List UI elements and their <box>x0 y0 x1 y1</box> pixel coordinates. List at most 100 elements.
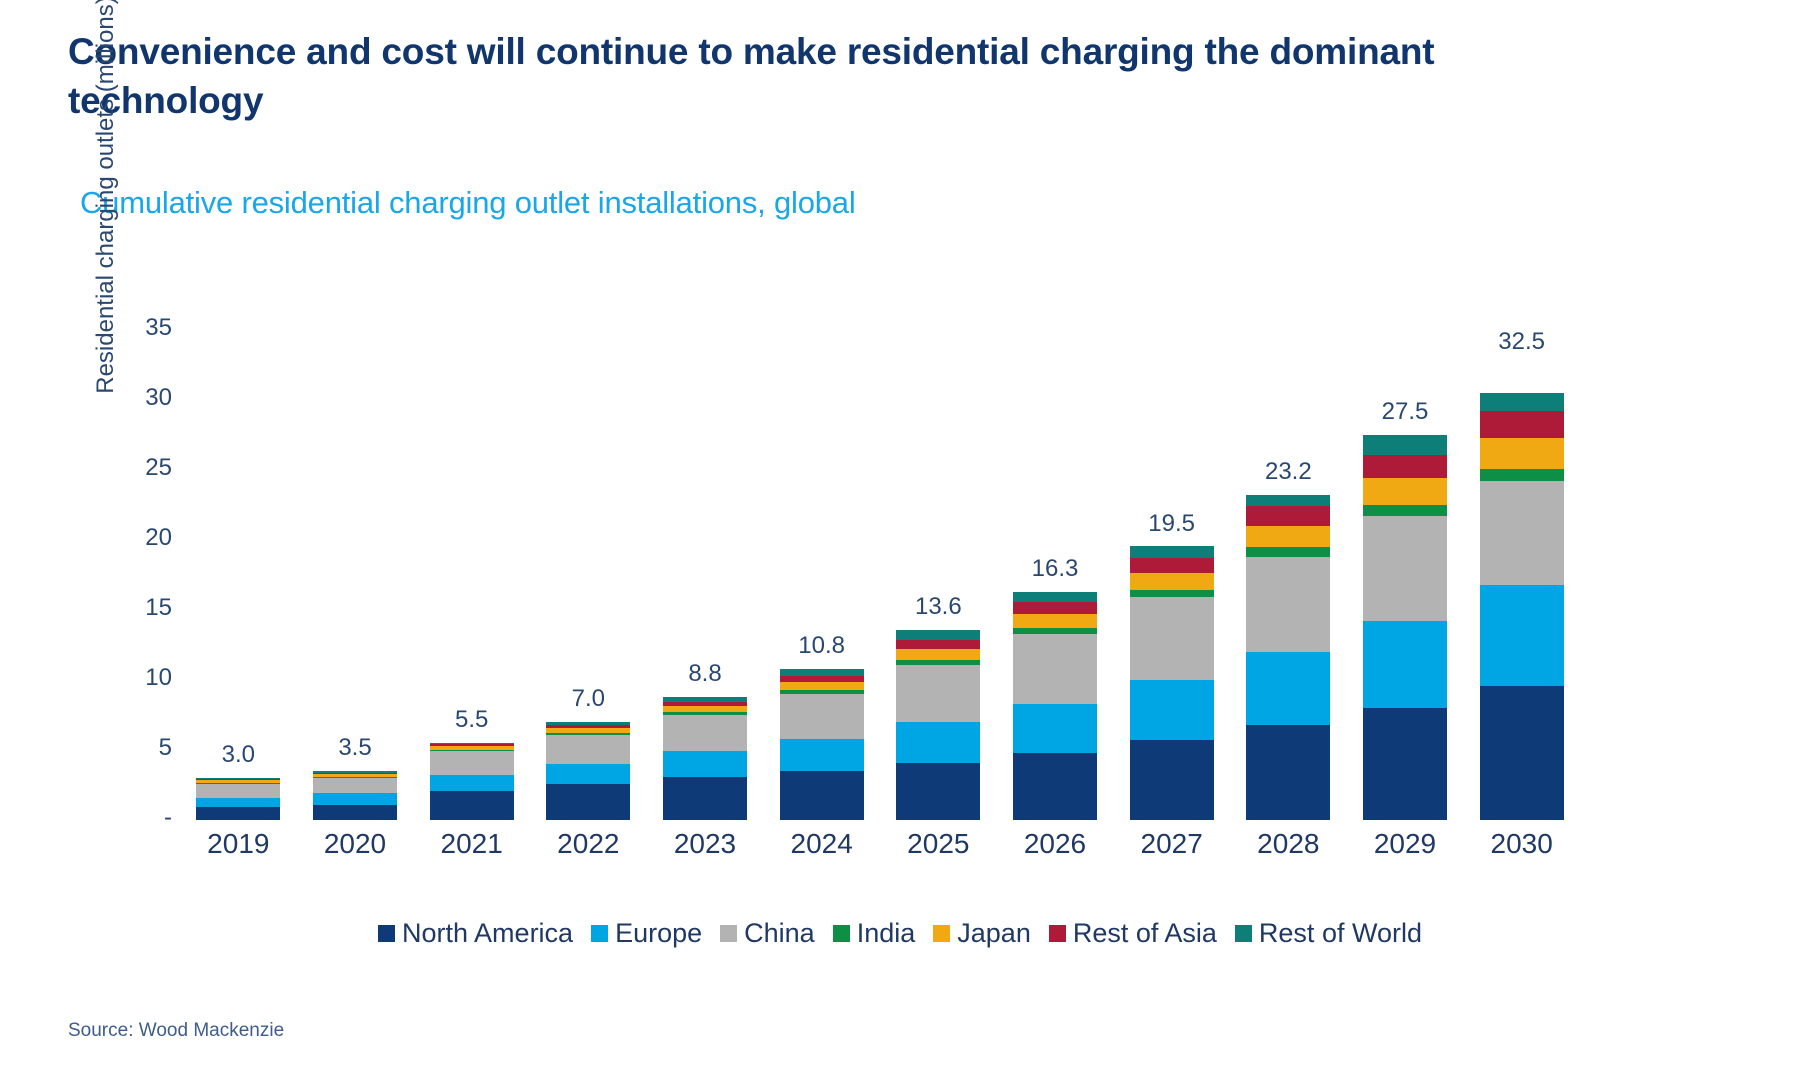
bar-segment <box>1363 516 1447 622</box>
legend-item-india[interactable]: India <box>832 918 915 949</box>
bar-segment <box>896 722 981 763</box>
legend-item-rest-of-world[interactable]: Rest of World <box>1234 918 1422 949</box>
bar-total-label: 19.5 <box>1148 510 1196 537</box>
bar-segment <box>1363 621 1447 708</box>
bar-segment <box>1363 478 1447 506</box>
bar-total-label: 8.8 <box>688 659 722 687</box>
legend-item-europe[interactable]: Europe <box>591 918 702 949</box>
legend-swatch-icon <box>1048 925 1066 942</box>
legend-label: China <box>744 918 815 948</box>
bar-segment <box>896 629 981 640</box>
legend-label: North America <box>402 918 574 948</box>
bar-segment <box>429 750 514 752</box>
y-axis-tick-label: 35 <box>145 314 172 341</box>
bar-column-2030[interactable] <box>1479 393 1564 820</box>
bar-segment <box>1013 752 1097 820</box>
bar-column-2025[interactable] <box>896 629 981 820</box>
bar-segment <box>546 727 631 733</box>
y-axis-tick-label: 15 <box>145 594 172 621</box>
legend-swatch-icon <box>933 925 951 942</box>
bar-total-label: 23.2 <box>1264 458 1312 486</box>
legend-label: Europe <box>615 918 703 948</box>
y-axis-tick-label: 20 <box>145 524 172 551</box>
bar-total-label: 27.5 <box>1381 398 1429 425</box>
bar-segment <box>1479 584 1564 686</box>
legend-swatch-icon <box>378 925 396 942</box>
bar-segment <box>663 705 747 713</box>
x-axis-tick-label: 2021 <box>440 828 503 859</box>
bar-segment <box>1246 525 1331 548</box>
bar-column-2023[interactable] <box>663 696 747 820</box>
x-axis-tick-label: 2022 <box>557 828 620 859</box>
bar-segment <box>313 772 397 775</box>
bar-column-2029[interactable] <box>1363 435 1447 820</box>
bar-segment <box>1363 708 1447 820</box>
bar-segment <box>313 777 397 779</box>
x-axis-tick-label: 2028 <box>1257 828 1320 859</box>
bar-segment <box>546 764 631 784</box>
y-axis-tick-label: - <box>164 804 172 831</box>
bar-segment <box>196 778 281 780</box>
bar-segment <box>1013 627 1097 634</box>
bar-total-label: 16.3 <box>1031 554 1079 582</box>
legend-item-china[interactable]: China <box>720 918 815 949</box>
bar-segment <box>429 751 514 776</box>
legend-label: Japan <box>957 918 1031 948</box>
bar-segment <box>1013 614 1097 628</box>
bar-total-label: 3.5 <box>338 734 372 761</box>
legend-item-north-america[interactable]: North America <box>378 918 573 949</box>
bar-segment <box>896 659 981 665</box>
bar-segment <box>1129 597 1214 681</box>
bar-segment <box>896 640 981 650</box>
bar-column-2020[interactable] <box>313 771 397 820</box>
legend-item-japan[interactable]: Japan <box>933 918 1031 949</box>
bar-total-label: 32.5 <box>1498 328 1546 355</box>
x-axis-tick-label: 2029 <box>1373 828 1437 859</box>
bar-segment <box>196 783 281 798</box>
legend-swatch-icon <box>1234 925 1252 942</box>
bar-column-2027[interactable] <box>1129 545 1214 820</box>
bar-column-2021[interactable] <box>429 743 514 820</box>
bar-segment <box>313 793 397 805</box>
source-note: Source: Wood Mackenzie <box>68 1020 285 1041</box>
bar-segment <box>1013 602 1097 615</box>
bar-column-2026[interactable] <box>1013 591 1097 820</box>
x-axis-tick-label: 2020 <box>323 828 387 859</box>
bar-segment <box>779 690 864 695</box>
bar-segment <box>1246 495 1331 507</box>
bar-segment <box>1363 455 1447 479</box>
bar-segment <box>313 771 397 773</box>
bar-total-label: 13.6 <box>914 592 962 620</box>
bar-segment <box>663 715 747 752</box>
legend-item-rest-of-asia[interactable]: Rest of Asia <box>1048 918 1217 949</box>
bar-segment <box>1013 633 1097 704</box>
bar-segment <box>1363 435 1447 456</box>
bar-segment <box>313 774 397 778</box>
bar-column-2024[interactable] <box>779 668 864 820</box>
bar-segment <box>429 775 514 791</box>
bar-segment <box>1246 652 1331 725</box>
bar-segment <box>546 722 631 726</box>
bar-segment <box>1129 545 1214 558</box>
bar-segment <box>896 762 981 820</box>
bar-column-2022[interactable] <box>546 722 631 820</box>
bar-segment <box>663 701 747 706</box>
bar-column-2028[interactable] <box>1246 495 1331 820</box>
bar-total-label: 10.8 <box>798 631 846 659</box>
legend-swatch-icon <box>832 925 850 942</box>
bar-segment <box>429 743 514 745</box>
bar-segment <box>196 807 281 820</box>
bar-segment <box>1129 589 1214 598</box>
bar-segment <box>779 675 864 682</box>
bar-segment <box>1129 740 1214 820</box>
bar-total-label: 5.5 <box>454 706 489 733</box>
bar-segment <box>546 783 631 820</box>
x-axis-tick-label: 2023 <box>673 828 737 859</box>
chart-legend: North America Europe China India Japan Rest o… <box>0 918 1800 949</box>
y-axis-tick-label: 10 <box>145 664 172 691</box>
bar-segment <box>896 649 981 660</box>
bar-total-label: 3.0 <box>221 741 256 768</box>
bar-column-2019[interactable] <box>196 778 281 820</box>
bar-segment <box>779 682 864 691</box>
